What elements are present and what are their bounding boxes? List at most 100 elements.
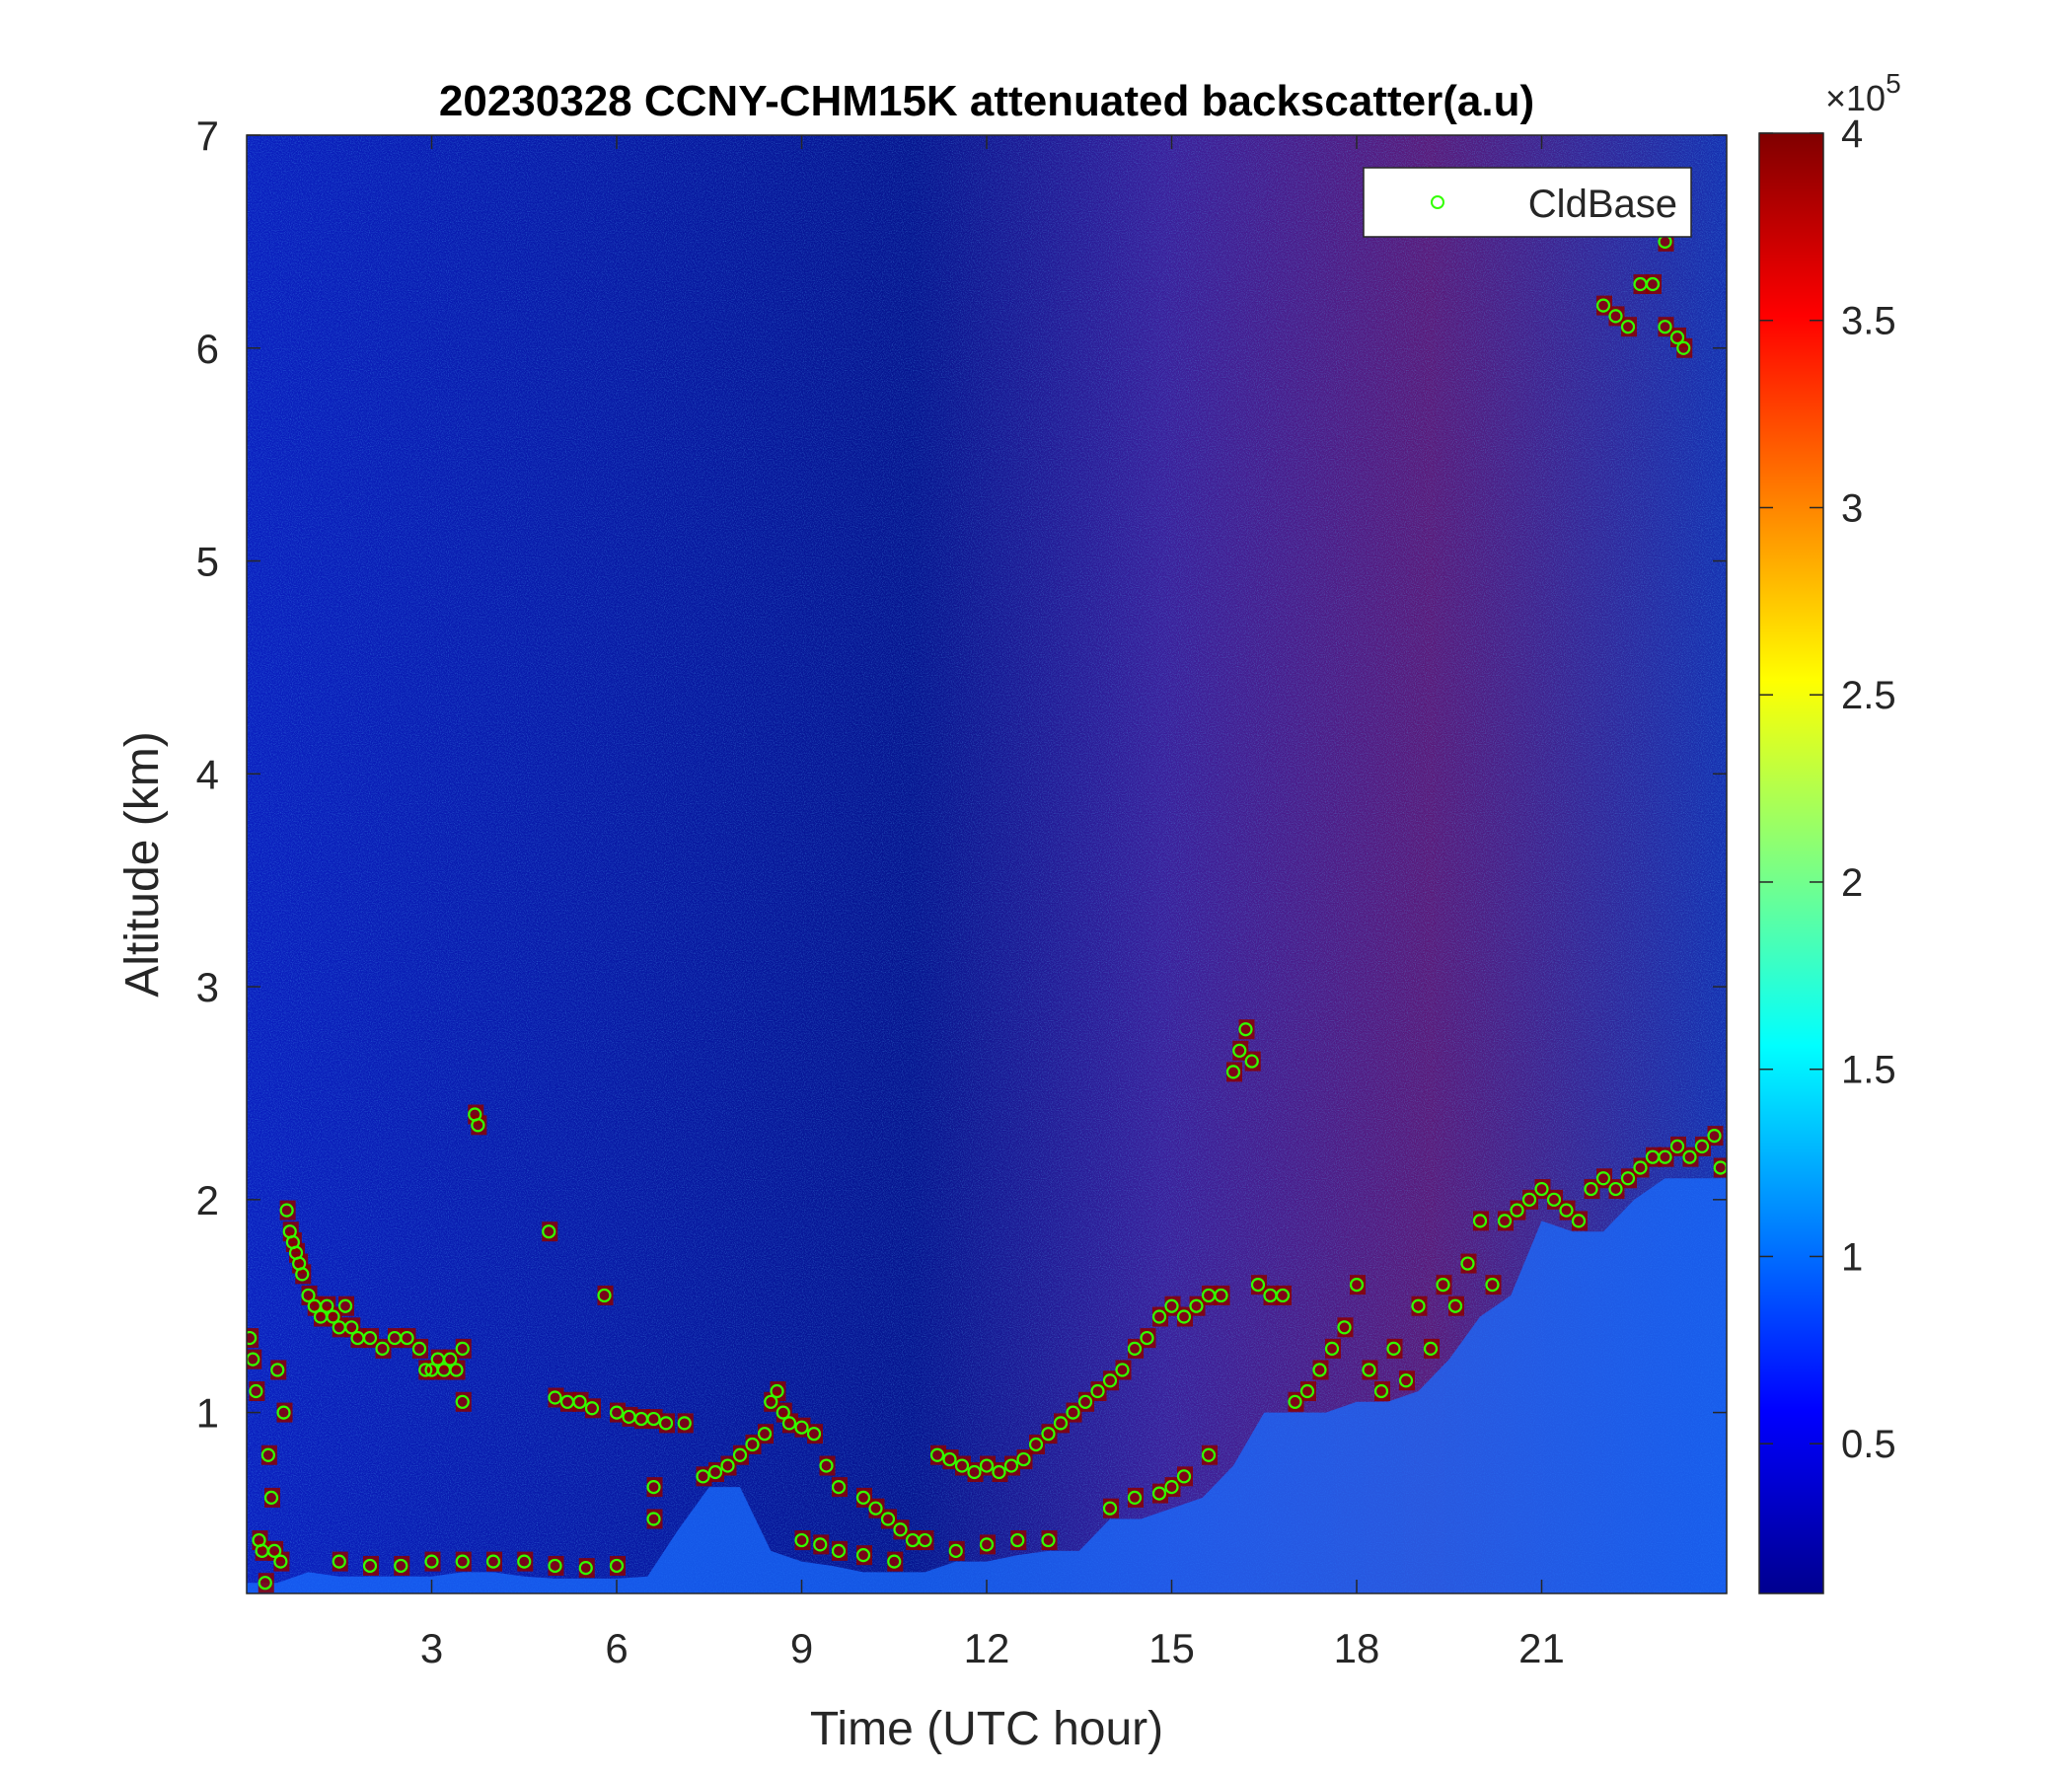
cloud-base-point-11 bbox=[276, 1405, 291, 1420]
cloud-base-point-92 bbox=[942, 1451, 957, 1467]
cloud-base-point-90 bbox=[918, 1532, 932, 1548]
cloud-base-point-134 bbox=[1312, 1363, 1327, 1377]
boundary-layer-region bbox=[247, 1178, 1727, 1593]
colorbar-gradient bbox=[1758, 132, 1824, 1594]
cloud-base-point-114 bbox=[1140, 1330, 1154, 1346]
cloud-base-point-129 bbox=[1250, 1278, 1266, 1293]
cloud-base-point-5 bbox=[258, 1576, 272, 1591]
y-axis: 1 2 3 4 5 6 7 bbox=[196, 112, 1727, 1437]
cloud-base-point-163 bbox=[1633, 1160, 1648, 1175]
cloud-base-point-65 bbox=[677, 1416, 692, 1431]
cloud-base-point-104 bbox=[1041, 1532, 1056, 1548]
chart-title: 20230328 CCNY-CHM15K attenuated backscat… bbox=[439, 77, 1534, 125]
cloud-base-point-70 bbox=[745, 1437, 760, 1452]
cloud-base-point-140 bbox=[1386, 1341, 1401, 1356]
y-axis-label: Altitude (km) bbox=[116, 731, 169, 997]
cloud-base-point-91 bbox=[929, 1447, 945, 1462]
cloud-base-point-109 bbox=[1102, 1373, 1118, 1388]
cloud-base-point-116 bbox=[1151, 1486, 1167, 1501]
cloud-base-point-162 bbox=[1620, 320, 1636, 334]
cloud-base-point-56 bbox=[597, 1288, 612, 1303]
cloud-base-point-61 bbox=[646, 1411, 661, 1427]
cloud-base-point-161 bbox=[1620, 1171, 1636, 1186]
cloud-base-point-46 bbox=[471, 1118, 485, 1133]
colorbar-tick-label-5: 3 bbox=[1841, 486, 1863, 530]
colorbar-tick-label-4: 2.5 bbox=[1841, 674, 1896, 717]
cloud-base-point-174 bbox=[1694, 1139, 1710, 1153]
cloud-base-point-96 bbox=[979, 1458, 995, 1473]
cloud-base-point-142 bbox=[1411, 1298, 1426, 1313]
cloud-base-point-107 bbox=[1077, 1394, 1093, 1409]
cloud-base-point-152 bbox=[1534, 1181, 1549, 1197]
cloud-base-point-18 bbox=[301, 1288, 316, 1303]
cloud-base-point-95 bbox=[967, 1464, 982, 1480]
cloud-base-point-35 bbox=[418, 1363, 433, 1377]
cloud-base-point-157 bbox=[1595, 1171, 1611, 1186]
cloud-base-point-150 bbox=[1510, 1203, 1524, 1218]
cloud-base-point-124 bbox=[1214, 1288, 1228, 1303]
cloud-base-point-138 bbox=[1362, 1363, 1376, 1377]
cloud-base-point-135 bbox=[1324, 1341, 1340, 1356]
colorbar-tick-label-3: 2 bbox=[1841, 861, 1863, 905]
cloud-base-point-17 bbox=[295, 1267, 310, 1282]
cloud-base-point-69 bbox=[732, 1447, 748, 1462]
cloud-base-point-84 bbox=[855, 1548, 871, 1563]
cloud-base-point-136 bbox=[1337, 1320, 1352, 1335]
x-tick-label-3: 12 bbox=[964, 1625, 1010, 1671]
cloud-base-point-127 bbox=[1238, 1022, 1253, 1037]
cloud-base-point-76 bbox=[794, 1420, 809, 1435]
cloud-base-point-153 bbox=[1546, 1192, 1562, 1207]
cloud-base-point-63 bbox=[646, 1512, 661, 1526]
cloud-base-point-121 bbox=[1189, 1298, 1204, 1313]
cloud-base-point-125 bbox=[1225, 1065, 1241, 1079]
colorbar-multiplier-base: ×10 bbox=[1825, 78, 1886, 118]
cloud-base-point-34 bbox=[411, 1341, 427, 1356]
cloud-base-point-29 bbox=[362, 1558, 378, 1574]
y-tick-label-4: 5 bbox=[196, 539, 219, 585]
cloud-base-point-37 bbox=[424, 1554, 439, 1569]
cloud-base-point-132 bbox=[1288, 1394, 1302, 1409]
colorbar-tick-label-2: 1.5 bbox=[1841, 1049, 1896, 1092]
x-tick-label-4: 15 bbox=[1148, 1625, 1195, 1671]
cloud-base-point-144 bbox=[1436, 1278, 1450, 1293]
cloud-base-point-100 bbox=[1010, 1532, 1025, 1548]
colorbar-multiplier-exponent: 5 bbox=[1886, 68, 1901, 99]
cloud-base-point-78 bbox=[806, 1427, 822, 1442]
cloud-base-point-6 bbox=[260, 1447, 275, 1462]
legend: CldBase bbox=[1363, 167, 1692, 238]
cloud-base-point-159 bbox=[1608, 1181, 1623, 1197]
cloud-base-point-62 bbox=[646, 1480, 661, 1495]
cloud-base-point-120 bbox=[1176, 1469, 1192, 1484]
x-tick-label-6: 21 bbox=[1518, 1625, 1565, 1671]
cloud-base-point-74 bbox=[776, 1405, 790, 1420]
cloud-base-point-53 bbox=[572, 1394, 587, 1409]
cloud-base-point-77 bbox=[794, 1532, 809, 1548]
cloud-base-point-64 bbox=[658, 1416, 674, 1431]
cloud-base-point-126 bbox=[1232, 1043, 1247, 1058]
cloud-base-point-42 bbox=[455, 1341, 470, 1356]
cloud-base-point-47 bbox=[485, 1554, 501, 1569]
cloud-base-point-55 bbox=[584, 1401, 600, 1416]
cloud-base-point-149 bbox=[1497, 1214, 1513, 1228]
cloud-base-series bbox=[247, 234, 1727, 1591]
cloud-base-point-82 bbox=[831, 1543, 847, 1558]
y-tick-label-6: 7 bbox=[196, 112, 219, 159]
cloud-base-point-119 bbox=[1176, 1309, 1192, 1324]
cloud-base-point-123 bbox=[1201, 1447, 1217, 1462]
cloud-base-point-50 bbox=[548, 1390, 562, 1405]
cloud-base-point-98 bbox=[992, 1464, 1006, 1480]
cloud-base-point-67 bbox=[707, 1464, 723, 1480]
cloud-base-point-33 bbox=[400, 1330, 414, 1346]
cloud-base-point-171 bbox=[1669, 330, 1685, 345]
cloud-base-point-146 bbox=[1460, 1256, 1475, 1271]
cloud-base-point-99 bbox=[1003, 1458, 1019, 1473]
cloud-base-point-21 bbox=[320, 1298, 334, 1313]
cloud-base-point-110 bbox=[1102, 1501, 1118, 1516]
cloud-base-point-151 bbox=[1521, 1192, 1537, 1207]
cloud-base-point-148 bbox=[1485, 1278, 1500, 1293]
cloud-base-point-108 bbox=[1090, 1383, 1105, 1399]
cloud-base-point-113 bbox=[1127, 1490, 1143, 1506]
cloud-base-point-117 bbox=[1164, 1298, 1179, 1313]
cloud-base-point-71 bbox=[757, 1427, 773, 1442]
